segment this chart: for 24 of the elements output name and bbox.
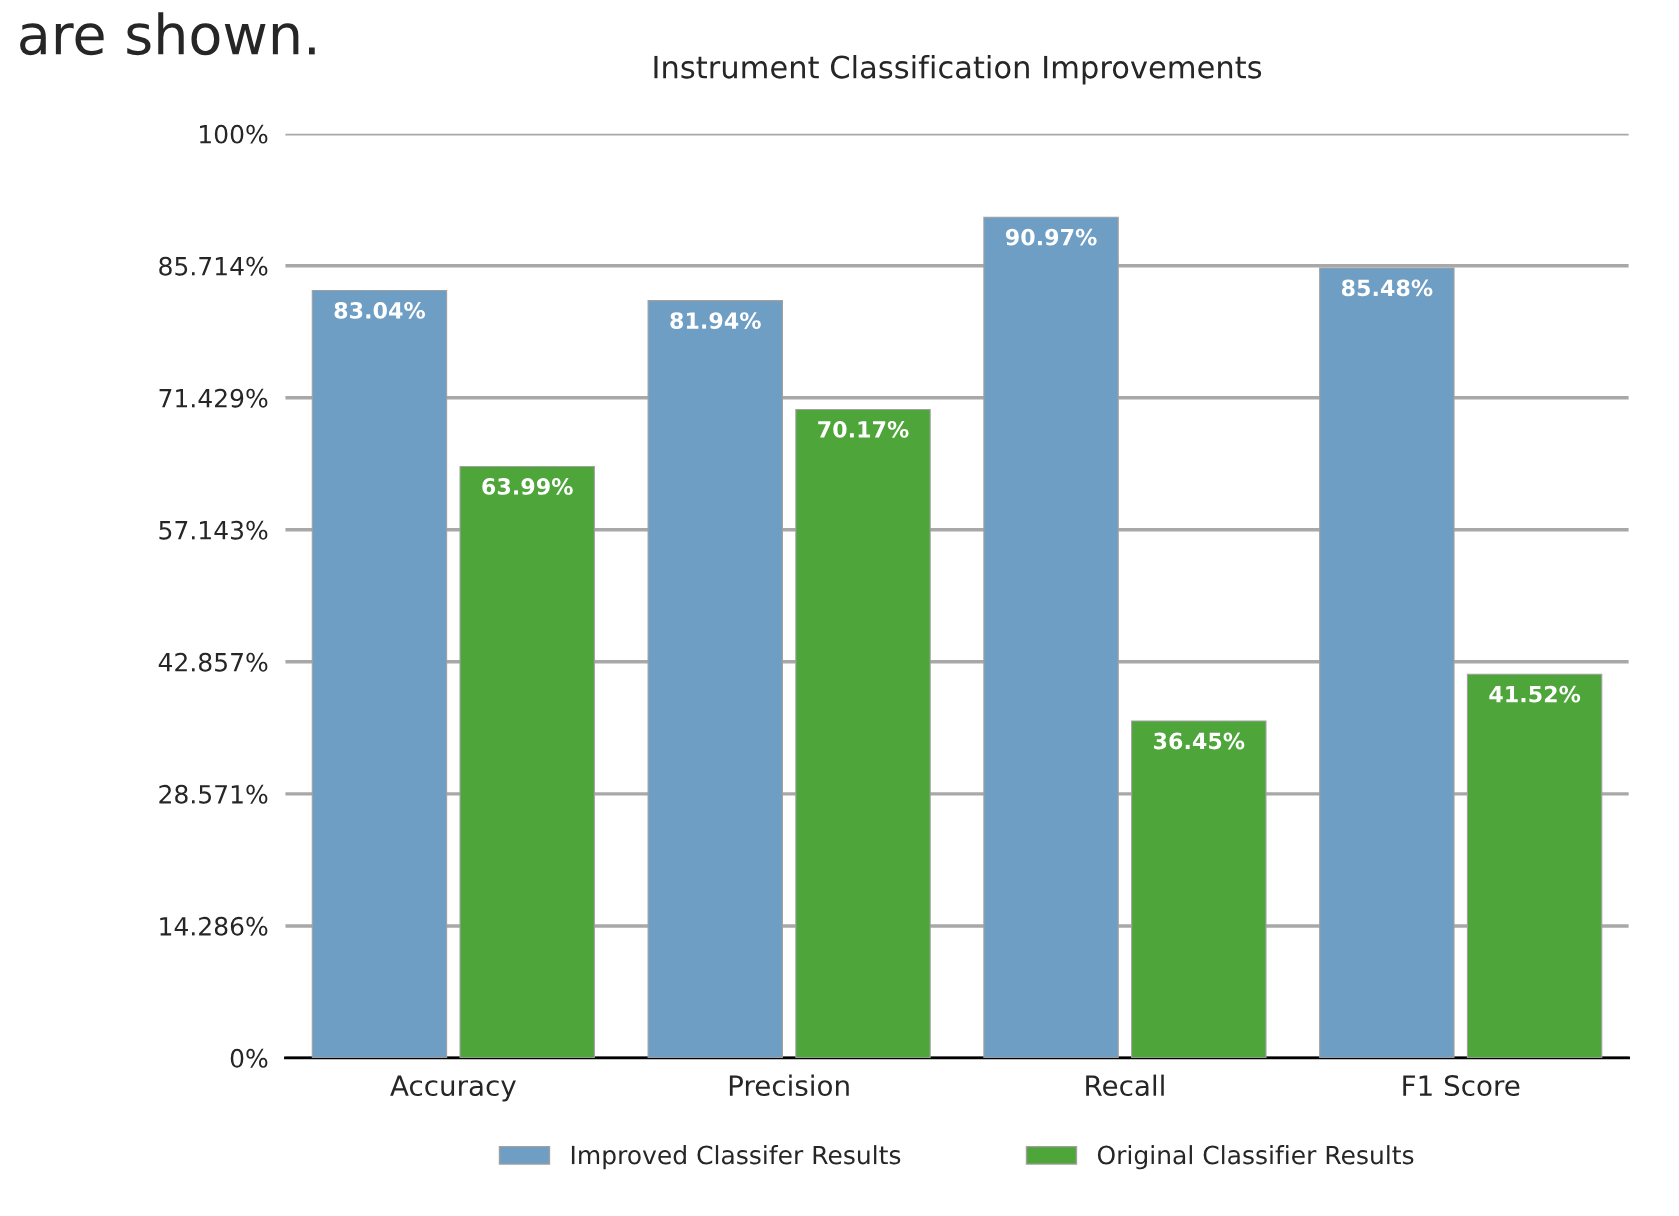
chart-title: Instrument Classification Improvements — [654, 54, 1262, 85]
data-label: 81.94% — [670, 312, 761, 329]
y-tick-label: 85.714% — [159, 256, 268, 276]
y-tick-label: 100% — [200, 124, 268, 144]
data-label: 41.52% — [1489, 685, 1581, 703]
x-tick-label: Precision — [729, 1074, 849, 1097]
legend-label: Improved Classifer Results — [571, 1145, 901, 1170]
legend-label: Original Classifier Results — [1097, 1145, 1414, 1170]
y-tick-label: 71.429% — [159, 388, 268, 408]
y-tick-label: 28.571% — [159, 784, 268, 804]
y-tick-label: 14.286% — [160, 916, 268, 936]
x-tick-label: Recall — [1086, 1074, 1164, 1097]
data-label: 36.45% — [1154, 732, 1245, 750]
data-label: 90.97% — [1005, 228, 1097, 246]
y-tick-label: 0% — [230, 1048, 268, 1068]
data-label: 63.99% — [482, 478, 573, 495]
data-label: 85.48% — [1341, 279, 1433, 297]
y-tick-label: 42.857% — [158, 652, 268, 672]
text: are shown. — [20, 12, 315, 56]
x-tick-label: Accuracy — [390, 1075, 516, 1102]
x-tick-label: F1 Score — [1403, 1075, 1520, 1097]
y-tick-label: 57.143% — [159, 520, 268, 540]
data-label: 70.17% — [818, 420, 909, 438]
data-label: 83.04% — [334, 302, 426, 319]
